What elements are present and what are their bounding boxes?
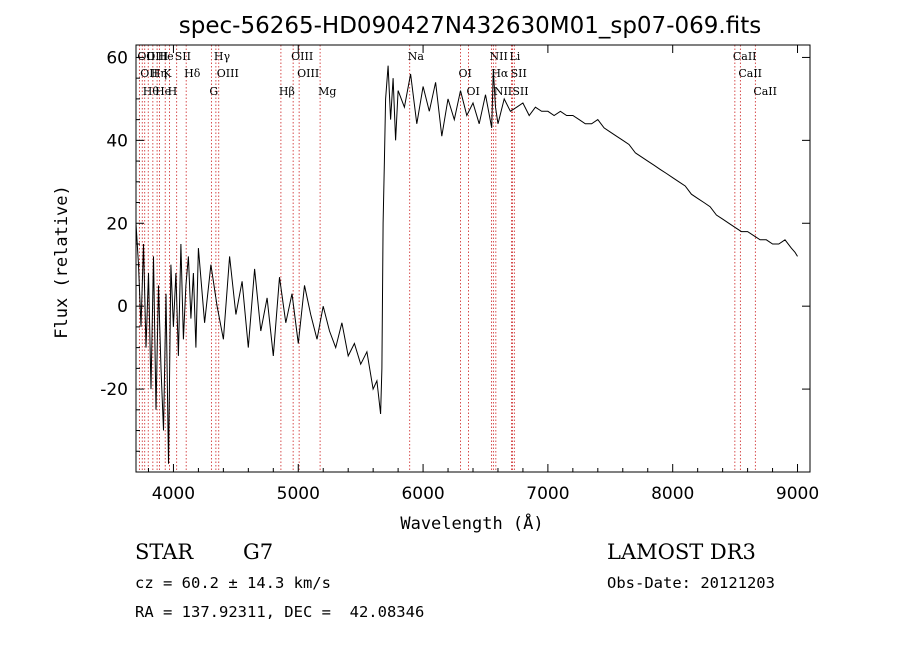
line-marker-label-23: NII [494,85,512,98]
line-marker-label-21: NII [489,50,507,63]
line-marker-label-17: Mg [318,85,336,98]
line-marker-label-2: Hθ [143,85,160,98]
observation-date: Obs-Date: 20121203 [607,574,775,592]
line-marker-label-28: CaII [738,67,762,80]
x-axis-ticks: 4000 5000 6000 7000 8000 9000 [147,45,819,504]
x-tick-label-3: 7000 [526,484,569,504]
line-marker-label-13: OIII [217,67,239,80]
y-axis-label: Flux (relative) [52,185,72,339]
line-marker-label-22: Hα [491,67,509,80]
plot-frame [135,44,811,473]
line-marker-label-12: Hγ [214,50,231,63]
x-tick-label-5: 9000 [776,484,819,504]
y-tick-label-2: 20 [106,214,128,234]
line-marker-label-26: SII [512,85,528,98]
y-tick-label-4: 60 [106,48,128,68]
line-marker-label-20: OI [467,85,480,98]
redshift-readout: cz = 60.2 ± 14.3 km/s [135,574,331,592]
line-marker-label-10: Hδ [184,67,201,80]
object-class: STAR [135,540,194,564]
line-marker-label-18: Na [408,50,425,63]
y-tick-label-3: 40 [106,131,128,151]
line-marker-label-11: G [209,85,218,98]
y-tick-label-1: 0 [117,297,128,317]
object-subclass: G7 [243,540,274,564]
line-marker-label-8: H [168,85,178,98]
spectrum-series-line [135,65,798,464]
line-marker-layer [138,45,756,472]
line-marker-label-19: OI [459,67,472,80]
line-marker-label-27: CaII [733,50,757,63]
line-marker-label-3: OIII [146,50,168,63]
line-marker-label-16: OIII [297,67,319,80]
line-marker-label-6: He [158,50,174,63]
line-marker-label-7: K [163,67,172,80]
line-marker-label-9: SII [175,50,191,63]
line-marker-label-0: OII [137,50,155,63]
line-marker-label-29: CaII [753,85,777,98]
line-marker-label-24: Li [509,50,520,63]
x-axis-label: Wavelength (Å) [400,512,543,534]
y-axis-ticks: -20 0 20 40 60 [100,48,810,452]
line-marker-label-1: OII [140,67,158,80]
x-tick-label-4: 8000 [651,484,694,504]
chart-title: spec-56265-HD090427N432630M01_sp07-069.f… [179,13,761,39]
y-tick-label-0: -20 [100,380,128,400]
x-tick-label-2: 6000 [401,484,444,504]
line-marker-label-4: Hη [151,67,167,80]
x-tick-label-1: 5000 [277,484,320,504]
line-marker-label-5: He [155,85,171,98]
x-tick-label-0: 4000 [152,484,195,504]
line-marker-label-14: Hβ [279,85,295,98]
line-label-layer: OIIOIIHθOIIIHηHeHeKHSIIHδGHγOIIIHβOIIIOI… [137,50,777,98]
coordinates-readout: RA = 137.92311, DEC = 42.08346 [135,603,425,621]
line-marker-label-25: SII [511,67,527,80]
survey-name: LAMOST DR3 [607,540,756,564]
line-marker-label-15: OIII [291,50,313,63]
